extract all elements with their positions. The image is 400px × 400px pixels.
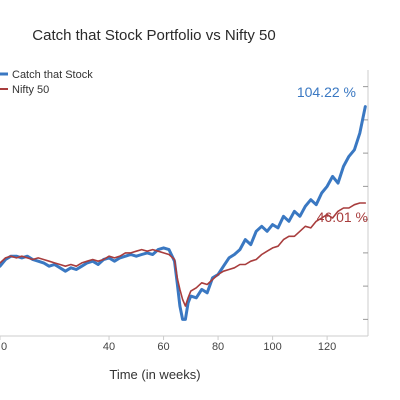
portfolio-end-label: 104.22 % <box>297 84 356 100</box>
x-axis-title: Time (in weeks) <box>109 367 200 382</box>
nifty-end-label: 46.01 % <box>317 209 368 225</box>
chart-title: Catch that Stock Portfolio vs Nifty 50 <box>32 27 275 44</box>
legend-label-portfolio: Catch that Stock <box>12 69 93 81</box>
legend: Catch that Stock Nifty 50 <box>0 69 93 96</box>
plot-area: 0 40 60 80 100 120 104.22 % 46.01 % <box>0 70 369 353</box>
x-tick-label-100: 100 <box>263 341 281 353</box>
x-tick-label-80: 80 <box>212 341 224 353</box>
x-tick-label-60: 60 <box>157 341 169 353</box>
nifty-series-line <box>0 202 367 307</box>
portfolio-series-line <box>0 105 367 321</box>
x-tick-label-40: 40 <box>103 341 115 353</box>
legend-label-nifty: Nifty 50 <box>12 84 49 96</box>
x-tick-label-120: 120 <box>318 341 336 353</box>
x-tick-label-0: 0 <box>1 341 7 353</box>
